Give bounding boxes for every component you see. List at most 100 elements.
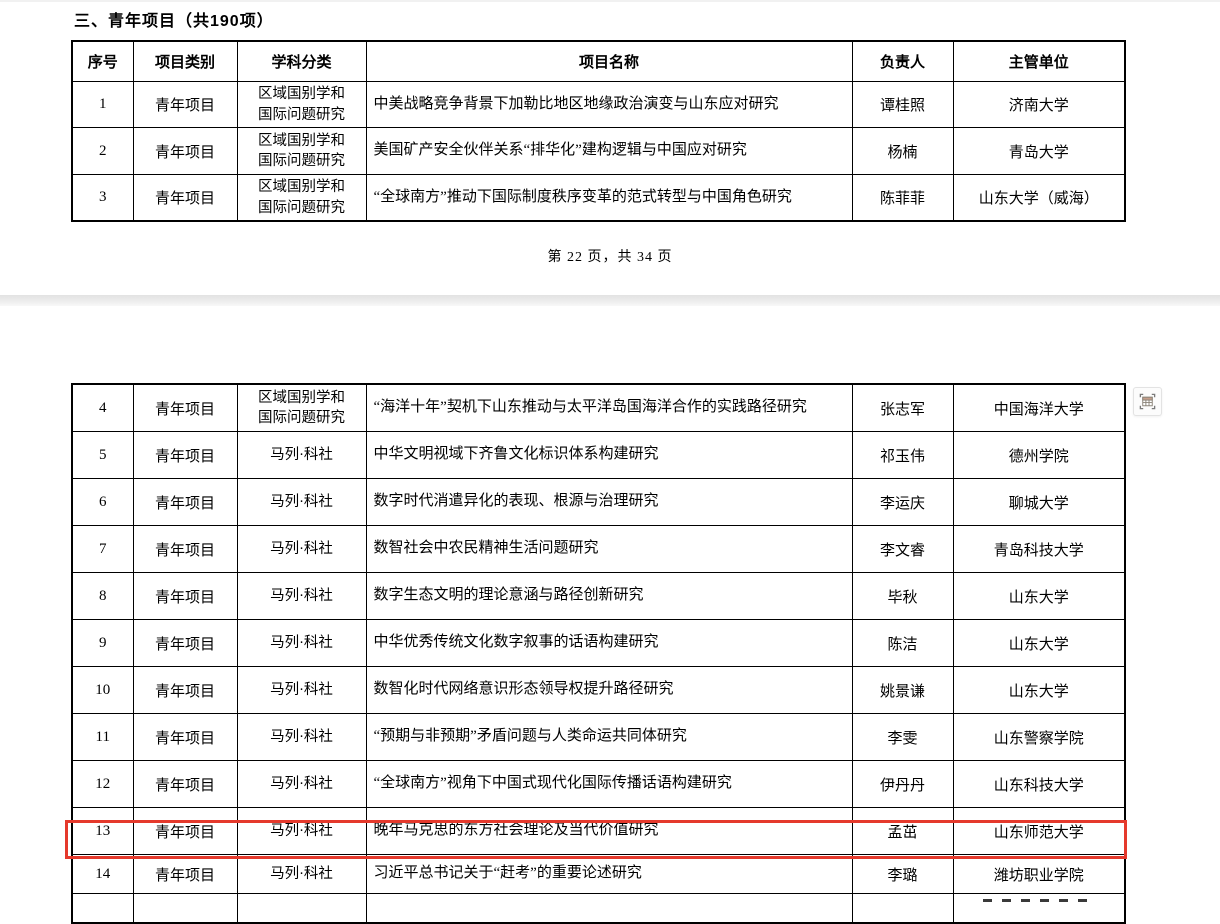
section-title: 三、青年项目（共190项） <box>74 13 274 30</box>
cell-leader: 祁玉伟 <box>851 431 954 479</box>
cell-leader: 陈洁 <box>851 619 954 667</box>
cell-unit: 山东大学（威海） <box>952 174 1126 222</box>
cell-category: 青年项目 <box>132 572 238 620</box>
col-header-leader: 负责人 <box>851 40 954 82</box>
cell-leader: 李文睿 <box>851 525 954 573</box>
cell-leader: 陈菲菲 <box>851 174 954 222</box>
cell-discipline: 马列·科社 <box>236 572 367 620</box>
cell-discipline: 马列·科社 <box>236 854 367 894</box>
cell-project-name: 晚年马克思的东方社会理论及当代价值研究 <box>365 807 853 855</box>
cell-discipline: 马列·科社 <box>236 431 367 479</box>
cell-discipline: 马列·科社 <box>236 666 367 714</box>
cell-discipline: 马列·科社 <box>236 807 367 855</box>
cell-leader: 李雯 <box>851 713 954 761</box>
cell-unit: 德州学院 <box>952 431 1126 479</box>
cell-category: 青年项目 <box>132 619 238 667</box>
cell-category: 青年项目 <box>132 174 238 222</box>
cell-no: 1 <box>71 81 134 128</box>
table-select-button[interactable] <box>1133 387 1162 416</box>
cell-unit: 山东警察学院 <box>952 713 1126 761</box>
cell-project-name: 数智化时代网络意识形态领导权提升路径研究 <box>365 666 853 714</box>
cell-no: 13 <box>71 807 134 855</box>
table-row-partial <box>71 893 1126 923</box>
cell-no: 14 <box>71 854 134 894</box>
cell-leader: 张志军 <box>851 383 954 432</box>
table-row: 2 青年项目 区域国别学和 国际问题研究 美国矿产安全伙伴关系“排华化”建构逻辑… <box>71 127 1126 175</box>
table-row: 4 青年项目 区域国别学和 国际问题研究 “海洋十年”契机下山东推动与太平洋岛国… <box>71 383 1126 432</box>
cell-no: 4 <box>71 383 134 432</box>
table-row: 12 青年项目 马列·科社 “全球南方”视角下中国式现代化国际传播话语构建研究 … <box>71 760 1126 808</box>
cell-leader: 孟茁 <box>851 807 954 855</box>
table-row: 7 青年项目 马列·科社 数智社会中农民精神生活问题研究 李文睿 青岛科技大学 <box>71 525 1126 573</box>
projects-table-page23: 4 青年项目 区域国别学和 国际问题研究 “海洋十年”契机下山东推动与太平洋岛国… <box>71 383 1126 924</box>
cell-leader: 毕秋 <box>851 572 954 620</box>
cell-unit <box>952 893 1126 923</box>
cell-category: 青年项目 <box>132 760 238 808</box>
cell-unit: 青岛大学 <box>952 127 1126 175</box>
table-row: 13 青年项目 马列·科社 晚年马克思的东方社会理论及当代价值研究 孟茁 山东师… <box>71 807 1126 855</box>
cell-project-name: 习近平总书记关于“赶考”的重要论述研究 <box>365 854 853 894</box>
cell-leader: 杨楠 <box>851 127 954 175</box>
cell-project-name: “海洋十年”契机下山东推动与太平洋岛国海洋合作的实践路径研究 <box>365 383 853 432</box>
cell-discipline: 马列·科社 <box>236 525 367 573</box>
cell-unit: 中国海洋大学 <box>952 383 1126 432</box>
cell-unit: 青岛科技大学 <box>952 525 1126 573</box>
cell-discipline: 马列·科社 <box>236 713 367 761</box>
cell-unit: 聊城大学 <box>952 478 1126 526</box>
cell-discipline: 马列·科社 <box>236 478 367 526</box>
cell-no: 3 <box>71 174 134 222</box>
table-header-row: 序号 项目类别 学科分类 项目名称 负责人 主管单位 <box>71 40 1126 82</box>
cell-unit: 山东大学 <box>952 619 1126 667</box>
cell-project-name: 中美战略竞争背景下加勒比地区地缘政治演变与山东应对研究 <box>365 81 853 128</box>
cell-no: 11 <box>71 713 134 761</box>
cell-project-name: 数字生态文明的理论意涵与路径创新研究 <box>365 572 853 620</box>
cell-unit: 潍坊职业学院 <box>952 854 1126 894</box>
cell-unit: 山东大学 <box>952 572 1126 620</box>
cell-no: 10 <box>71 666 134 714</box>
cell-no: 2 <box>71 127 134 175</box>
col-header-no: 序号 <box>71 40 134 82</box>
page-break-separator <box>0 295 1220 306</box>
cell-category: 青年项目 <box>132 713 238 761</box>
cell-project-name: “全球南方”视角下中国式现代化国际传播话语构建研究 <box>365 760 853 808</box>
cell-leader: 伊丹丹 <box>851 760 954 808</box>
table-row: 3 青年项目 区域国别学和 国际问题研究 “全球南方”推动下国际制度秩序变革的范… <box>71 174 1126 222</box>
cell-project-name: “全球南方”推动下国际制度秩序变革的范式转型与中国角色研究 <box>365 174 853 222</box>
cell-category: 青年项目 <box>132 383 238 432</box>
cell-no: 12 <box>71 760 134 808</box>
cell-discipline: 马列·科社 <box>236 619 367 667</box>
table-row: 8 青年项目 马列·科社 数字生态文明的理论意涵与路径创新研究 毕秋 山东大学 <box>71 572 1126 620</box>
cell-leader: 谭桂照 <box>851 81 954 128</box>
cell-discipline: 马列·科社 <box>236 760 367 808</box>
table-row: 10 青年项目 马列·科社 数智化时代网络意识形态领导权提升路径研究 姚景谦 山… <box>71 666 1126 714</box>
table-select-icon <box>1139 393 1156 410</box>
cell-leader: 李璐 <box>851 854 954 894</box>
cell-project-name: 美国矿产安全伙伴关系“排华化”建构逻辑与中国应对研究 <box>365 127 853 175</box>
cell-category: 青年项目 <box>132 81 238 128</box>
cell-category: 青年项目 <box>132 431 238 479</box>
clipped-text-fragment <box>982 899 1095 902</box>
cell-project-name: 中华文明视域下齐鲁文化标识体系构建研究 <box>365 431 853 479</box>
col-header-name: 项目名称 <box>365 40 853 82</box>
cell-project-name: 数字时代消遣异化的表现、根源与治理研究 <box>365 478 853 526</box>
table-row: 1 青年项目 区域国别学和 国际问题研究 中美战略竞争背景下加勒比地区地缘政治演… <box>71 81 1126 128</box>
cell-no: 7 <box>71 525 134 573</box>
cell-unit: 山东科技大学 <box>952 760 1126 808</box>
cell-category <box>132 893 238 923</box>
cell-category: 青年项目 <box>132 478 238 526</box>
cell-unit: 山东大学 <box>952 666 1126 714</box>
projects-table-page22: 序号 项目类别 学科分类 项目名称 负责人 主管单位 1 青年项目 区域国别学和… <box>71 40 1126 222</box>
cell-project-name: 数智社会中农民精神生活问题研究 <box>365 525 853 573</box>
cell-category: 青年项目 <box>132 127 238 175</box>
col-header-discipline: 学科分类 <box>236 40 367 82</box>
table-row: 6 青年项目 马列·科社 数字时代消遣异化的表现、根源与治理研究 李运庆 聊城大… <box>71 478 1126 526</box>
page-top-edge <box>0 0 1220 2</box>
table-row: 11 青年项目 马列·科社 “预期与非预期”矛盾问题与人类命运共同体研究 李雯 … <box>71 713 1126 761</box>
col-header-category: 项目类别 <box>132 40 238 82</box>
col-header-unit: 主管单位 <box>952 40 1126 82</box>
cell-discipline: 区域国别学和 国际问题研究 <box>236 383 367 432</box>
cell-project-name: “预期与非预期”矛盾问题与人类命运共同体研究 <box>365 713 853 761</box>
cell-category: 青年项目 <box>132 854 238 894</box>
cell-leader <box>851 893 954 923</box>
cell-no <box>71 893 134 923</box>
